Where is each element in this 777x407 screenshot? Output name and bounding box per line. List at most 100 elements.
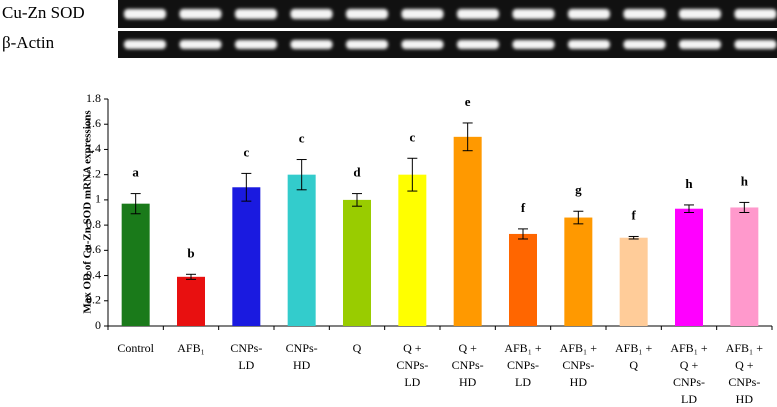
- error-bar: [739, 201, 750, 213]
- x-tick-label: CNPs-: [728, 375, 760, 389]
- x-tick-label: CNPs-: [396, 358, 428, 372]
- x-tick-label: Q +: [735, 358, 754, 372]
- y-tick-label: 1.4: [86, 141, 101, 155]
- error-bar: [518, 228, 528, 240]
- significance-letter: c: [299, 131, 305, 146]
- y-tick-label: 1.8: [86, 91, 101, 105]
- significance-letter: c: [243, 144, 249, 159]
- gel-band: [568, 40, 610, 49]
- gel-band: [401, 40, 444, 49]
- bar: [232, 187, 261, 326]
- bar: [343, 199, 371, 326]
- gel-band: [346, 9, 388, 19]
- bar: [564, 217, 593, 326]
- error-bar: [241, 172, 252, 202]
- gel-band: [124, 40, 166, 49]
- gel-band: [734, 9, 777, 19]
- gel-strip: [118, 0, 777, 28]
- gel-band: [679, 9, 721, 19]
- y-tick-label: 0.8: [86, 217, 101, 231]
- bar: [287, 174, 316, 326]
- gel-bands: [124, 9, 777, 49]
- gel-band: [346, 40, 388, 49]
- y-tick-label: 1: [95, 192, 101, 206]
- significance-letter: c: [409, 129, 415, 144]
- gel-band: [623, 9, 666, 19]
- y-tick-label: 0.4: [86, 267, 101, 281]
- error-bar: [186, 273, 196, 280]
- x-tick-label: Q +: [458, 341, 477, 355]
- significance-letter: a: [132, 165, 139, 180]
- error-bar: [684, 204, 694, 213]
- x-tick-label: AFB₁ +: [560, 341, 598, 355]
- x-tick-label: AFB₁: [177, 341, 205, 355]
- gel-band: [512, 9, 555, 19]
- y-tick-label: 0.6: [86, 242, 101, 256]
- error-bar: [130, 193, 141, 215]
- significance-letter: d: [353, 165, 361, 180]
- gel-band: [512, 40, 555, 49]
- x-tick-label: HD: [293, 358, 311, 372]
- x-tick-label: CNPs-: [673, 375, 705, 389]
- x-tick-label: LD: [404, 375, 420, 389]
- bar: [509, 233, 537, 326]
- gel-band: [124, 9, 166, 19]
- gel-band: [568, 9, 610, 19]
- x-tick-label: AFB₁ +: [504, 341, 542, 355]
- bar: [121, 203, 150, 326]
- gel-band: [235, 40, 277, 49]
- x-tick-label: HD: [459, 375, 477, 389]
- gel-band: [457, 40, 499, 49]
- gel-band: [457, 9, 499, 19]
- significance-letter: f: [631, 207, 636, 222]
- x-tick-label: HD: [570, 375, 588, 389]
- y-tick-label: 1.6: [86, 116, 101, 130]
- gel-band: [679, 40, 721, 49]
- significance-letter: h: [685, 176, 693, 191]
- x-tick-label: Q: [629, 358, 638, 372]
- x-tick-label: CNPs-: [452, 358, 484, 372]
- x-tick-label: CNPs-: [562, 358, 594, 372]
- y-tick-label: 0.2: [86, 293, 101, 307]
- x-tick-label: CNPs-: [230, 341, 262, 355]
- x-tick-label: CNPs-: [507, 358, 539, 372]
- gel-band: [179, 40, 222, 49]
- x-tick-label: AFB₁ +: [670, 341, 708, 355]
- x-tick-label: HD: [736, 392, 754, 406]
- gel-band: [179, 9, 222, 19]
- error-bar: [462, 122, 473, 152]
- gel-band: [290, 9, 333, 19]
- x-tick-label: Q +: [680, 358, 699, 372]
- significance-letter: f: [521, 200, 526, 215]
- y-tick-label: 0: [95, 318, 101, 332]
- x-tick-label: Control: [117, 341, 154, 355]
- bar: [730, 207, 759, 326]
- x-tick-label: AFB₁ +: [615, 341, 653, 355]
- bar: [675, 208, 703, 326]
- y-tick-label: 1.2: [86, 166, 101, 180]
- bar: [619, 237, 648, 326]
- gel-band: [235, 9, 277, 19]
- gel-band: [290, 40, 333, 49]
- gel-band: [401, 9, 444, 19]
- gel-strip: [118, 31, 777, 58]
- bar: [177, 276, 205, 326]
- x-tick-label: Q: [353, 341, 362, 355]
- x-tick-label: Q +: [403, 341, 422, 355]
- bar: [398, 174, 427, 326]
- x-tick-label: LD: [681, 392, 697, 406]
- error-bar: [573, 210, 584, 225]
- gel-label: β-Actin: [2, 33, 55, 52]
- error-bar: [407, 157, 418, 192]
- x-tick-label: LD: [515, 375, 531, 389]
- x-tick-label: CNPs-: [286, 341, 318, 355]
- error-bar: [352, 193, 362, 207]
- gel-band: [734, 40, 777, 49]
- x-tick-label: AFB₁ +: [726, 341, 764, 355]
- significance-letter: e: [465, 94, 471, 109]
- significance-letter: h: [741, 173, 749, 188]
- error-bar: [296, 159, 307, 191]
- gel-band: [623, 40, 666, 49]
- significance-letter: b: [187, 245, 194, 260]
